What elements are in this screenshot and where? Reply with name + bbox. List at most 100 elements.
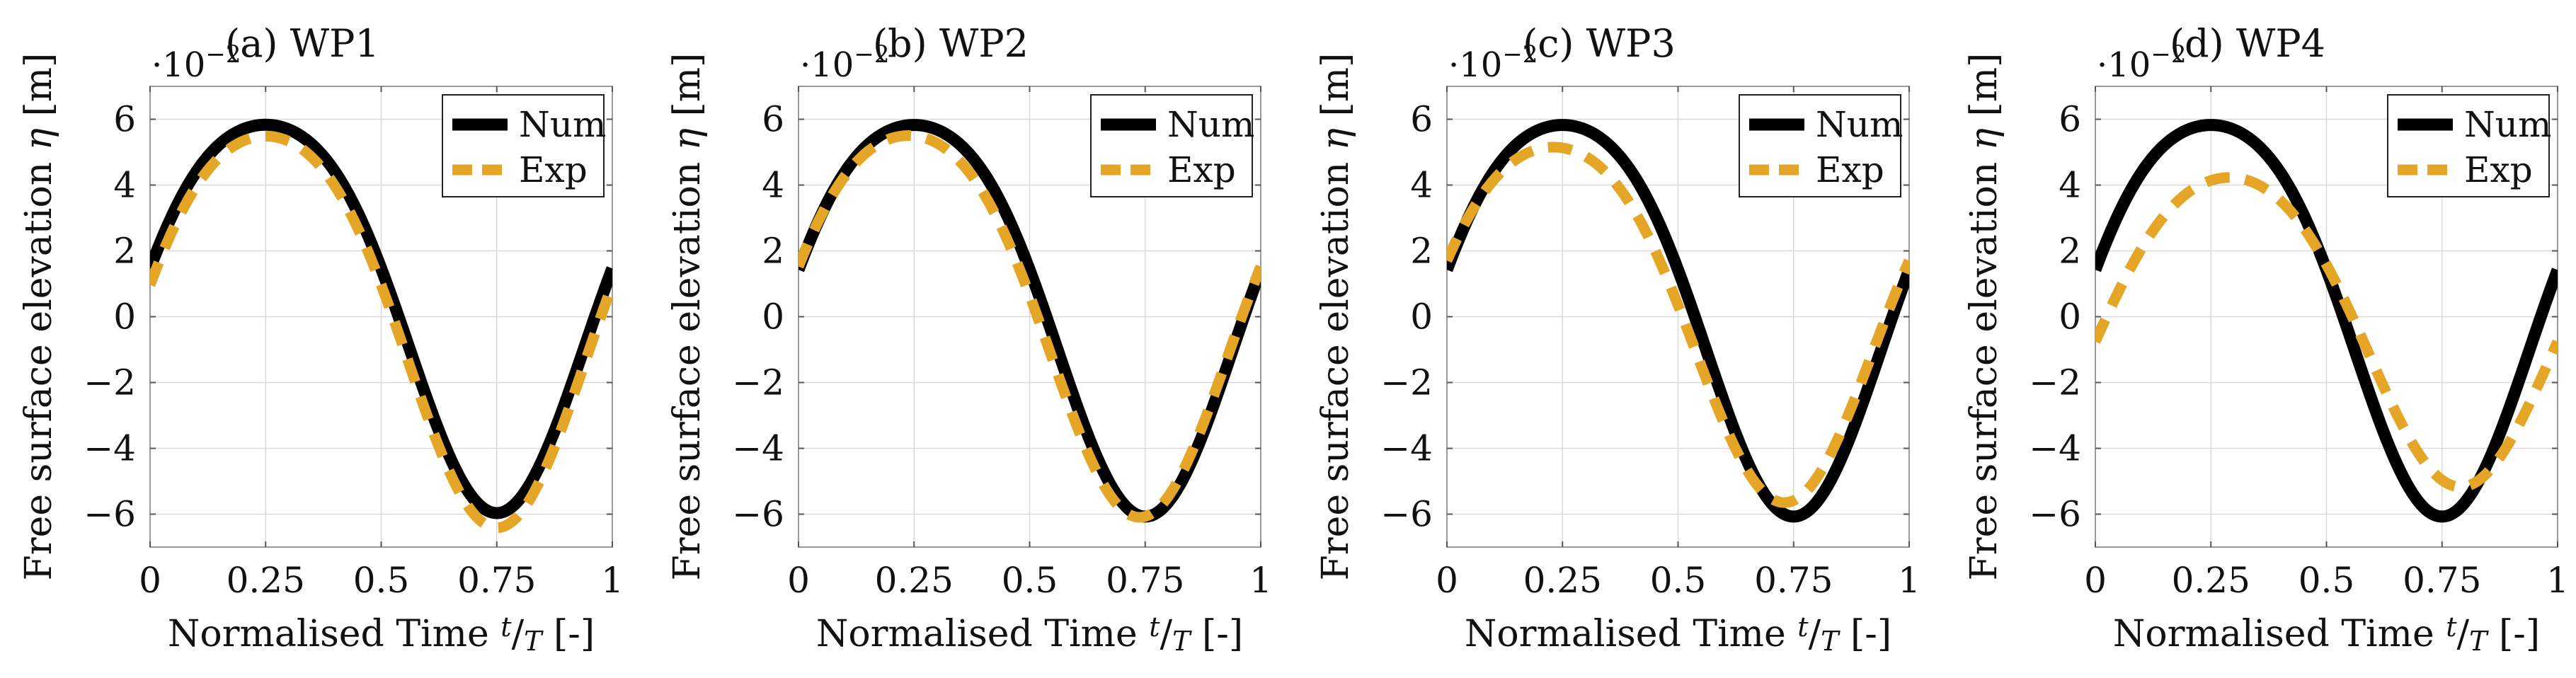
x-tick-label: 1 — [1249, 560, 1272, 601]
series-num-line — [150, 118, 612, 519]
x-axis-label-slash: / — [512, 613, 525, 655]
series-exp-line — [150, 130, 612, 534]
x-tick-label: 0 — [1436, 560, 1458, 601]
legend-label-exp: Exp — [519, 149, 588, 190]
y-scale-note: ·10−2 — [151, 40, 241, 85]
legend-label-exp: Exp — [1167, 149, 1236, 190]
y-axis-label: Free surface elevation η [m] — [666, 53, 709, 581]
legend-label-num: Num — [2464, 104, 2551, 145]
x-tick-label: 0.5 — [353, 560, 410, 601]
x-axis-label-slash: / — [1809, 613, 1821, 655]
x-axis-label-num: t — [500, 611, 512, 643]
x-axis-label: Normalised Time t/T [-] — [1465, 611, 1891, 657]
y-scale-note: ·10−2 — [2097, 40, 2186, 85]
y-scale-base: ·10 — [800, 45, 854, 85]
y-tick-label: −4 — [2029, 428, 2081, 469]
y-scale-note: ·10−2 — [800, 40, 889, 85]
y-axis-label-unit: [m] — [18, 53, 60, 128]
y-axis-label-unit: [m] — [1963, 53, 2005, 128]
y-axis-label-text: Free surface elevation — [666, 150, 709, 580]
chart-title: (d) WP4 — [2170, 21, 2325, 66]
legend-label-num: Num — [1816, 104, 1903, 145]
x-axis-label: Normalised Time t/T [-] — [168, 611, 595, 657]
x-tick-label: 1 — [1898, 560, 1920, 601]
x-tick-label: 0 — [2084, 560, 2107, 601]
y-axis-label-text: Free surface elevation — [1315, 150, 1357, 580]
chart-title: (b) WP2 — [873, 21, 1029, 66]
x-axis-label-unit: [-] — [2487, 613, 2540, 655]
y-tick-label: −2 — [732, 362, 784, 403]
y-scale-base: ·10 — [1448, 45, 1502, 85]
x-tick-label: 0.25 — [227, 560, 305, 601]
x-tick-label: 0.25 — [2172, 560, 2250, 601]
x-tick-label: 0.75 — [2403, 560, 2481, 601]
x-axis-label-unit: [-] — [1190, 613, 1243, 655]
chart-title: (c) WP3 — [1523, 21, 1676, 66]
y-tick-label: −6 — [1380, 494, 1433, 535]
y-tick-label: −4 — [732, 428, 784, 469]
x-axis-label-text: Normalised Time — [1465, 613, 1797, 655]
y-tick-label: −4 — [84, 428, 136, 469]
y-tick-label: 6 — [113, 99, 136, 140]
legend-box — [2387, 94, 2550, 197]
y-axis-label-symbol: η — [18, 128, 60, 150]
y-axis-label-symbol: η — [666, 128, 709, 150]
x-axis-label-den: T — [524, 626, 544, 657]
y-tick-label: −6 — [84, 494, 136, 535]
y-tick-label: 0 — [762, 297, 784, 338]
x-axis-label-slash: / — [2457, 613, 2470, 655]
y-tick-label: 4 — [2059, 165, 2081, 206]
legend-box — [442, 94, 605, 197]
legend-box — [1090, 94, 1253, 197]
x-tick-label: 0 — [787, 560, 810, 601]
y-tick-label: 6 — [1410, 99, 1433, 140]
series-num-line — [1447, 119, 1909, 523]
x-tick-label: 0.75 — [1106, 560, 1184, 601]
y-tick-label: 4 — [762, 165, 784, 206]
x-tick-label: 0.75 — [1754, 560, 1833, 601]
x-axis-label-text: Normalised Time — [2113, 613, 2446, 655]
series-exp-line — [1447, 142, 1909, 508]
y-scale-base: ·10 — [2097, 45, 2151, 85]
x-tick-label: 0.5 — [2299, 560, 2355, 601]
y-tick-label: −2 — [84, 362, 136, 403]
x-axis-label: Normalised Time t/T [-] — [816, 611, 1243, 657]
x-axis-label-den: T — [1821, 626, 1841, 657]
x-axis-label-text: Normalised Time — [816, 613, 1149, 655]
x-axis-label-text: Normalised Time — [168, 613, 500, 655]
x-axis-label-num: t — [2446, 611, 2457, 643]
x-tick-label: 0.5 — [1650, 560, 1707, 601]
legend-label-exp: Exp — [2464, 149, 2533, 190]
x-tick-label: 0.25 — [875, 560, 954, 601]
x-tick-label: 0.25 — [1523, 560, 1602, 601]
y-scale-exponent: −2 — [205, 40, 241, 69]
x-tick-label: 0.5 — [1002, 560, 1058, 601]
chart-title: (a) WP1 — [225, 21, 379, 66]
x-axis-label: Normalised Time t/T [-] — [2113, 611, 2540, 657]
y-tick-label: −6 — [2029, 494, 2081, 535]
y-axis-label-symbol: η — [1315, 128, 1357, 150]
y-axis-label: Free surface elevation η [m] — [1315, 53, 1357, 581]
y-axis-label: Free surface elevation η [m] — [1963, 53, 2005, 581]
y-tick-label: 2 — [2059, 231, 2081, 272]
y-tick-label: 2 — [762, 231, 784, 272]
x-tick-label: 1 — [601, 560, 624, 601]
y-tick-label: 4 — [1410, 165, 1433, 206]
y-axis-label-text: Free surface elevation — [1963, 150, 2005, 580]
y-scale-exponent: −2 — [854, 40, 889, 69]
x-tick-label: 0.75 — [457, 560, 536, 601]
y-axis-label-unit: [m] — [666, 53, 709, 128]
legend-label-exp: Exp — [1816, 149, 1884, 190]
y-scale-note: ·10−2 — [1448, 40, 1538, 85]
x-tick-label: 0 — [139, 560, 161, 601]
y-axis-label: Free surface elevation η [m] — [18, 53, 60, 581]
series-exp-line — [2095, 172, 2558, 493]
y-tick-label: −6 — [732, 494, 784, 535]
legend-box — [1739, 94, 1901, 197]
